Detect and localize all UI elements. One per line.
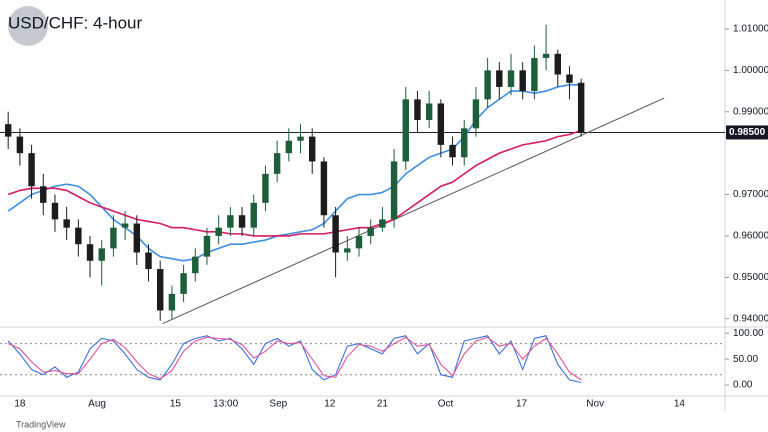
candle-body: [273, 153, 281, 174]
candle-body: [309, 136, 316, 162]
candle-body: [519, 70, 526, 92]
x-tick-label: Aug: [88, 399, 106, 410]
candle-body: [449, 144, 456, 158]
y-tick-label: 1.01000: [733, 24, 768, 35]
candle-body: [566, 74, 573, 83]
candle-body: [16, 136, 24, 154]
candle-body: [145, 252, 152, 270]
level-label: 0.98500: [729, 127, 766, 138]
candle-body: [390, 161, 398, 220]
candle-body: [332, 215, 339, 253]
candle-body: [238, 215, 246, 228]
candle-body: [262, 173, 269, 203]
y-tick-label: 1.00000: [733, 65, 768, 76]
x-tick-label: 18: [14, 399, 26, 410]
x-tick-label: 15: [170, 399, 182, 410]
candle-body: [227, 215, 234, 228]
x-tick-label: Nov: [586, 399, 604, 410]
level-label-bg: [726, 125, 768, 140]
chart-title: USD/CHF: 4-hour: [8, 13, 142, 32]
x-tick-label: Oct: [438, 399, 454, 410]
candle-body: [250, 202, 257, 228]
oscillator-line: [7, 336, 582, 381]
candle-body: [461, 128, 468, 158]
candle-body: [86, 244, 94, 261]
y-tick-label: 100.00: [733, 328, 764, 339]
candle-body: [437, 103, 445, 145]
candle-body: [414, 99, 421, 121]
candle-body: [215, 227, 222, 236]
candle-body: [40, 186, 47, 203]
candle-body: [121, 223, 129, 228]
candle-body: [355, 235, 363, 249]
candle-body: [344, 248, 351, 253]
candle-body: [110, 227, 117, 249]
y-tick-label: 50.00: [733, 354, 758, 365]
candle-body: [577, 82, 585, 133]
logo: [8, 6, 48, 46]
candle-body: [51, 202, 59, 220]
y-tick-label: 0.95000: [733, 272, 768, 283]
candle-body: [402, 99, 409, 162]
candle-body: [285, 140, 293, 154]
y-tick-label: 0.99000: [733, 106, 768, 117]
candle-body: [472, 99, 480, 129]
y-tick-label: 0.97000: [733, 189, 768, 200]
candle-body: [542, 53, 550, 58]
candle-body: [28, 153, 35, 187]
y-tick-label: 0.94000: [733, 313, 768, 324]
candle-body: [168, 293, 176, 311]
moving-average: [7, 129, 582, 237]
x-tick-label: 12: [324, 399, 336, 410]
x-tick-label: 17: [516, 399, 528, 410]
x-tick-label: 13:00: [213, 399, 238, 410]
candle-body: [203, 235, 211, 257]
moving-average: [7, 84, 582, 262]
x-tick-label: Sep: [269, 399, 287, 410]
candle-body: [554, 53, 561, 75]
x-tick-label: 21: [377, 399, 389, 410]
candle-body: [98, 248, 105, 261]
candle-body: [367, 227, 374, 236]
candle-body: [425, 103, 433, 121]
y-tick-label: 0.96000: [733, 231, 768, 242]
candle-body: [320, 161, 328, 216]
candle-body: [63, 219, 70, 228]
footer: TradingView: [16, 419, 66, 429]
trendline: [162, 97, 665, 325]
candle-body: [297, 136, 304, 141]
y-tick-label: 0.00: [733, 380, 753, 391]
candle-body: [379, 219, 386, 228]
candle-body: [484, 70, 491, 100]
x-tick-label: 14: [674, 399, 686, 410]
candle-body: [496, 70, 503, 87]
candle-body: [4, 124, 12, 137]
candle-body: [192, 256, 199, 274]
candle-body: [180, 273, 187, 294]
candle-body: [75, 227, 82, 245]
candle-body: [133, 223, 141, 253]
candle-body: [531, 57, 538, 92]
candle-body: [156, 269, 164, 311]
candle-body: [507, 70, 515, 87]
